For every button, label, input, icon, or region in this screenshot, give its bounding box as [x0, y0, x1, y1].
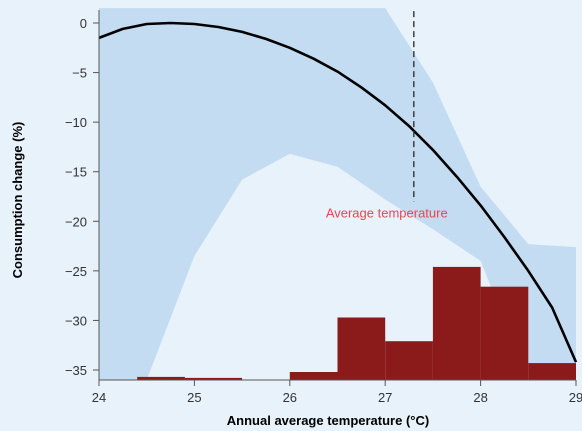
x-tick-label: 29	[569, 390, 582, 405]
histogram-bar	[432, 266, 481, 380]
x-tick-label: 27	[378, 390, 392, 405]
y-tick-label: −10	[65, 115, 87, 130]
x-tick-label: 25	[187, 390, 201, 405]
histogram-bar	[337, 317, 386, 380]
confidence-band-layer	[99, 8, 576, 380]
y-tick-label: −25	[65, 264, 87, 279]
histogram-bar	[480, 286, 529, 380]
reference-line-layer: Average temperature	[326, 11, 448, 220]
histogram-bar	[184, 377, 243, 380]
y-tick-label: −35	[65, 363, 87, 378]
y-tick-label: −5	[72, 66, 87, 81]
histogram-bar	[528, 363, 576, 380]
histogram-bar	[137, 376, 185, 380]
y-tick-label: −30	[65, 313, 87, 328]
x-tick-label: 26	[283, 390, 297, 405]
histogram-bars-layer	[137, 266, 576, 380]
x-axis-title: Annual average temperature (°C)	[227, 413, 429, 428]
y-tick-label: −15	[65, 165, 87, 180]
y-tick-label: −20	[65, 214, 87, 229]
y-tick-label: 0	[80, 16, 87, 31]
histogram-bar	[385, 341, 433, 380]
estimate-curve-layer	[98, 21, 578, 363]
x-tick-label: 24	[92, 390, 106, 405]
average-temperature-label: Average temperature	[326, 205, 448, 220]
x-tick-label: 28	[473, 390, 487, 405]
confidence-band	[99, 8, 576, 380]
estimate-curve	[98, 21, 578, 363]
histogram-bar	[289, 372, 338, 380]
axes-layer: 0 −5 −10 −15 −20 −25 −30 −35 24 25 26 27 28 29	[65, 10, 582, 405]
y-axis-title: Consumption change (%)	[10, 122, 25, 279]
